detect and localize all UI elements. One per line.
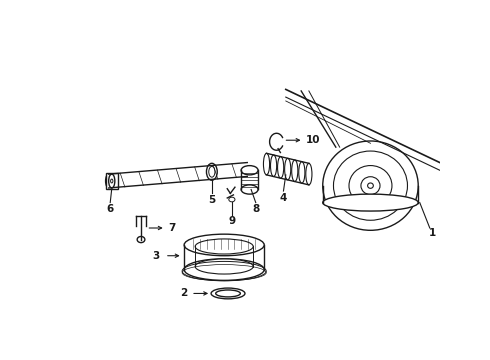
Text: 7: 7: [168, 223, 175, 233]
Text: 8: 8: [252, 204, 259, 214]
Text: 1: 1: [428, 228, 436, 238]
Ellipse shape: [109, 174, 115, 188]
Ellipse shape: [111, 179, 113, 183]
Ellipse shape: [184, 234, 264, 256]
Ellipse shape: [241, 185, 258, 194]
Ellipse shape: [206, 163, 217, 180]
Text: 3: 3: [153, 251, 160, 261]
Ellipse shape: [270, 155, 277, 176]
FancyBboxPatch shape: [106, 173, 118, 189]
Ellipse shape: [277, 157, 284, 178]
Text: 4: 4: [280, 193, 287, 203]
Ellipse shape: [306, 163, 312, 185]
Ellipse shape: [285, 158, 291, 180]
Ellipse shape: [195, 259, 253, 274]
Text: 6: 6: [107, 204, 114, 214]
Ellipse shape: [241, 166, 258, 175]
Text: 9: 9: [228, 216, 235, 226]
Ellipse shape: [216, 290, 240, 297]
Text: 2: 2: [180, 288, 187, 298]
Ellipse shape: [323, 194, 418, 211]
Ellipse shape: [184, 259, 264, 280]
Ellipse shape: [264, 153, 270, 175]
Text: 5: 5: [208, 194, 216, 204]
Text: 10: 10: [306, 135, 321, 145]
Ellipse shape: [292, 160, 298, 181]
Ellipse shape: [299, 162, 305, 183]
Ellipse shape: [211, 288, 245, 299]
Ellipse shape: [209, 166, 215, 177]
Ellipse shape: [323, 141, 418, 230]
